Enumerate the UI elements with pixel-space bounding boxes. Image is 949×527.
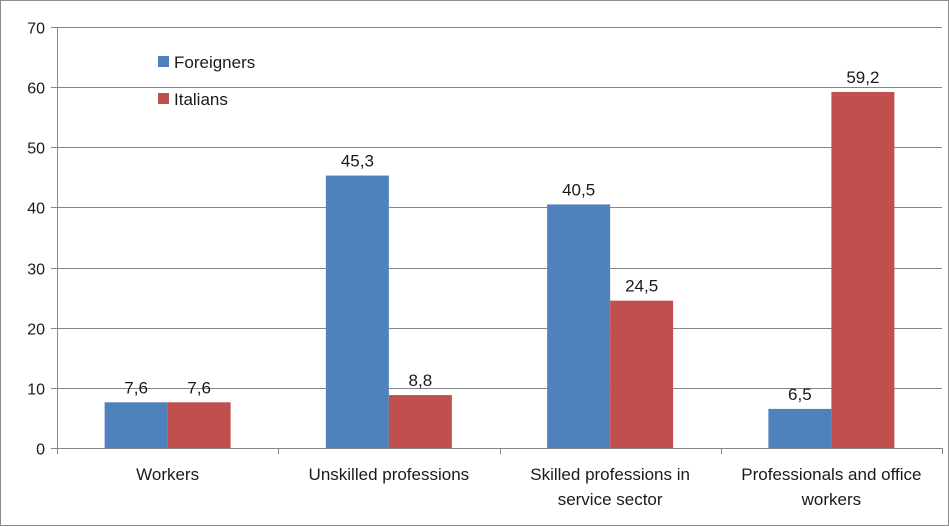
y-tick-label: 40 — [27, 201, 45, 218]
data-label: 8,8 — [409, 371, 433, 390]
data-label: 59,2 — [846, 68, 879, 87]
y-tick-label: 20 — [27, 322, 45, 339]
y-tick-label: 70 — [27, 21, 45, 38]
bar — [610, 300, 674, 448]
bar — [104, 402, 168, 448]
bar — [768, 408, 832, 448]
bar — [831, 91, 895, 448]
y-tick-label: 50 — [27, 141, 45, 158]
axes: 0 10 20 30 40 50 60 70 — [27, 21, 943, 459]
bar — [325, 175, 389, 448]
bars — [104, 91, 895, 448]
data-label: 24,5 — [625, 277, 658, 296]
x-category-label: workers — [801, 490, 862, 509]
data-label: 7,6 — [187, 378, 211, 397]
x-category-label: Professionals and office — [741, 465, 921, 484]
data-label: 40,5 — [562, 180, 595, 199]
data-label: 45,3 — [341, 152, 374, 171]
y-tick-label: 60 — [27, 81, 45, 98]
data-label: 6,5 — [788, 385, 812, 404]
legend: Foreigners Italians — [158, 53, 255, 109]
legend-label: Italians — [174, 90, 228, 109]
data-label: 7,6 — [124, 378, 148, 397]
bar — [167, 402, 231, 448]
bar — [388, 395, 452, 448]
legend-swatch — [158, 56, 169, 67]
y-tick-label: 0 — [36, 442, 45, 459]
legend-swatch — [158, 93, 169, 104]
labels: 7,6 7,6 Workers 45,3 8,8 Unskilled profession… — [124, 68, 921, 509]
bar — [547, 204, 611, 448]
y-tick-label: 30 — [27, 262, 45, 279]
y-tick-label: 10 — [27, 382, 45, 399]
x-category-label: Workers — [136, 465, 199, 484]
legend-label: Foreigners — [174, 53, 255, 72]
x-category-label: service sector — [558, 490, 663, 509]
gridlines — [57, 27, 942, 389]
x-category-label: Unskilled professions — [309, 465, 470, 484]
x-category-label: Skilled professions in — [530, 465, 690, 484]
